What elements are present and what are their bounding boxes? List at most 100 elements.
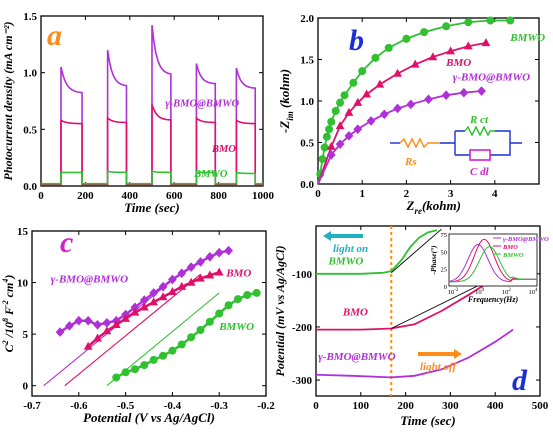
- series-line: [41, 24, 263, 186]
- x-tick-label: -0.7: [23, 400, 41, 412]
- y-tick-label: -100: [292, 269, 313, 281]
- series-label: γ-BMO@BMWO: [51, 274, 128, 286]
- data-point: [93, 320, 102, 330]
- rs-resistor: [399, 137, 440, 149]
- panel-letter: b: [349, 24, 364, 57]
- y-axis-title: Photocurrent density (mA cm⁻²): [1, 22, 15, 181]
- data-point: [130, 302, 140, 313]
- fit-line: [390, 228, 442, 274]
- data-point: [331, 106, 340, 115]
- data-point: [233, 295, 242, 304]
- inset-x-tick-exp: 0: [482, 288, 485, 293]
- data-point: [139, 295, 149, 305]
- data-point: [344, 131, 354, 141]
- data-point: [83, 341, 93, 350]
- data-point: [74, 315, 84, 326]
- data-point: [243, 290, 252, 299]
- axes-frame: -0.7 -0.6 -0.5 -0.4 -0.3 -0.2 0 5 10 15: [17, 226, 275, 412]
- data-point: [406, 99, 416, 110]
- data-point: [464, 18, 473, 27]
- series-line: [41, 104, 263, 186]
- data-point: [252, 288, 261, 297]
- y-axis-title: C2 /108 F-2 cm4): [1, 275, 16, 353]
- data-point: [441, 90, 451, 100]
- x-tick-label: 600: [166, 190, 183, 202]
- y-tick-label: 15: [17, 226, 29, 238]
- inset-legend-label: γ-BMO@BMWO: [503, 236, 549, 243]
- wire: [440, 130, 522, 156]
- data-point: [102, 326, 112, 335]
- y-tick-label: 0.0: [300, 179, 314, 191]
- data-point: [130, 307, 140, 316]
- data-point: [186, 262, 196, 272]
- y-tick-label: -300: [292, 375, 313, 387]
- data-point: [481, 38, 491, 47]
- data-point: [325, 125, 334, 134]
- data-point: [326, 150, 336, 160]
- data-point: [353, 124, 363, 135]
- data-point: [463, 41, 473, 50]
- data-point: [205, 317, 214, 326]
- x-tick-label: 1: [359, 188, 365, 200]
- data-point: [168, 287, 177, 296]
- x-axis-title: Time (sec): [400, 413, 455, 428]
- data-point: [121, 368, 130, 377]
- y-tick-label: 10: [17, 278, 29, 290]
- inset-x-axis-title: Frequency(Hz): [467, 295, 519, 304]
- series-label: γ-BMO@BMWO: [165, 99, 239, 110]
- x-tick-label: 2: [404, 188, 410, 200]
- y-axis-title-unit: (kohm): [277, 69, 292, 111]
- data-point: [83, 315, 93, 326]
- panel-letter: a: [47, 19, 62, 52]
- y-axis-title-part: C: [2, 343, 16, 352]
- series-label: BMWO: [328, 255, 364, 267]
- x-tick-label: 0: [38, 190, 44, 202]
- equivalent-circuit: Rs R ct C dl: [390, 114, 522, 178]
- data-point: [158, 281, 168, 292]
- plot-frame: [315, 225, 541, 397]
- inset-y-tick-label: 25: [441, 267, 448, 274]
- data-point: [442, 22, 451, 31]
- data-point: [446, 46, 455, 55]
- x-tick-label: -0.5: [117, 400, 135, 412]
- circuit-label: C dl: [470, 166, 490, 178]
- data-point: [139, 302, 149, 311]
- inset-legend-label: BMWO: [502, 252, 524, 259]
- plot-frame: [40, 15, 264, 187]
- inset-y-tick-label: 50: [441, 249, 448, 256]
- series-label: BMO: [342, 306, 368, 318]
- inset-y-axis-title: -Phase(°): [429, 245, 438, 275]
- y-axis-title-part: 4: [1, 279, 10, 284]
- data-point: [336, 98, 345, 107]
- series-line: [115, 291, 257, 379]
- data-point: [177, 281, 187, 290]
- data-point: [140, 361, 149, 370]
- data-point: [322, 132, 331, 141]
- y-axis-title-part: F: [2, 307, 16, 318]
- inset-y-tick-label: 0: [444, 284, 447, 291]
- x-tick-label: 1000: [252, 190, 275, 202]
- data-point: [112, 373, 121, 382]
- panel-letter: d: [512, 364, 528, 397]
- inset-y-tick-label: 75: [441, 232, 448, 239]
- data-point: [65, 321, 74, 331]
- inset-legend-label: BMO: [502, 244, 518, 251]
- data-point: [420, 28, 429, 37]
- data-point: [362, 89, 372, 98]
- x-tick-label: 0: [313, 400, 319, 412]
- data-point: [177, 268, 187, 279]
- data-point: [335, 121, 345, 130]
- arrow-left-icon: [323, 231, 331, 241]
- data-point: [93, 333, 102, 342]
- data-point: [393, 68, 402, 77]
- plot-frame: [31, 230, 267, 397]
- series-label: BMO: [445, 57, 471, 69]
- data-point: [410, 59, 420, 68]
- data-point: [102, 317, 112, 328]
- x-axis-title: Zre(kohm): [406, 198, 461, 216]
- rct-resistor: [464, 125, 495, 137]
- inset-x-tick-label: 10-2: [448, 288, 459, 296]
- y-tick-label: 1.5: [23, 11, 37, 23]
